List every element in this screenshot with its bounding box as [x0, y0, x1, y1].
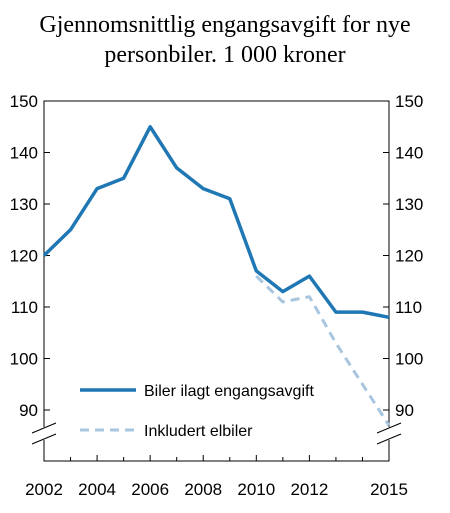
y-tick-label-right-130: 130	[395, 195, 423, 214]
x-tick-label-2010: 2010	[237, 480, 275, 499]
x-axis: 2002 2004 2006 2008 2010 2012 2015	[25, 455, 408, 499]
y-axis-left: 90 100 110 120 130 140 150	[10, 92, 50, 420]
axis-break-slash-bottom-right	[376, 433, 402, 445]
y-tick-label-right-150: 150	[395, 92, 423, 111]
y-tick-label-left-150: 150	[10, 92, 38, 111]
axis-break-slash-top-right	[376, 422, 402, 434]
axis-break-gap-right	[383, 427, 395, 440]
axis-break-marks	[31, 422, 402, 445]
x-tick-label-2015: 2015	[370, 480, 408, 499]
chart-title-line-1: Gjennomsnittlig engangsavgift for nye	[39, 12, 411, 38]
plot-frame	[43, 100, 390, 462]
axis-break-slash-top-left	[31, 422, 57, 434]
x-tick-label-2004: 2004	[78, 480, 116, 499]
y-tick-label-right-110: 110	[395, 298, 422, 317]
chart-title-line-2: personbiler. 1 000 kroner	[104, 42, 346, 68]
legend: Biler ilagt engangsavgift Inkludert elbil…	[80, 383, 314, 440]
y-tick-label-left-90: 90	[19, 401, 38, 420]
y-tick-label-right-120: 120	[395, 247, 423, 266]
x-tick-label-2002: 2002	[25, 480, 63, 499]
y-tick-label-right-90: 90	[395, 401, 414, 420]
series-layer	[42, 125, 391, 427]
legend-label-2: Inkludert elbiler	[144, 423, 253, 440]
axis-break-slash-bottom-left	[31, 433, 57, 445]
y-tick-label-left-100: 100	[10, 350, 38, 369]
series-line-1	[42, 125, 390, 320]
x-tick-label-2012: 2012	[290, 480, 328, 499]
y-tick-label-left-120: 120	[10, 247, 38, 266]
y-tick-label-left-140: 140	[10, 144, 38, 163]
series-line-2	[255, 275, 391, 427]
y-tick-label-right-100: 100	[395, 350, 423, 369]
y-tick-label-right-140: 140	[395, 144, 423, 163]
x-tick-label-2008: 2008	[184, 480, 222, 499]
y-tick-label-left-130: 130	[10, 195, 38, 214]
chart-title: Gjennomsnittlig engangsavgift for nye pe…	[0, 10, 450, 70]
legend-label-1: Biler ilagt engangsavgift	[144, 383, 314, 400]
axis-break-gap-left	[38, 427, 50, 440]
y-axis-right: 90 100 110 120 130 140 150	[383, 92, 423, 420]
y-tick-label-left-110: 110	[11, 298, 38, 317]
x-tick-label-2006: 2006	[131, 480, 169, 499]
